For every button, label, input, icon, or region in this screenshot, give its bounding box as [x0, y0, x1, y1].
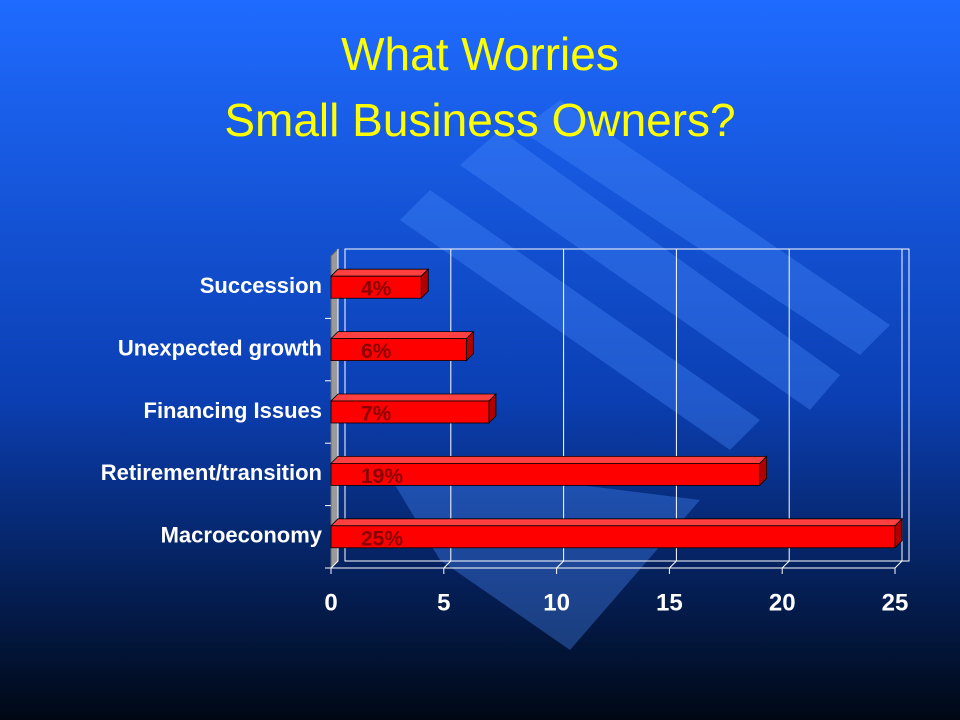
x-tick-label: 5 — [437, 589, 450, 616]
x-tick-label: 25 — [882, 589, 909, 616]
y-tick-label: Succession — [200, 273, 322, 298]
chart-title: Small Business Owners? — [224, 94, 735, 146]
x-tick-label: 15 — [656, 589, 683, 616]
grid-line — [781, 249, 790, 569]
value-label: 6% — [361, 340, 392, 363]
y-tick-label: Financing Issues — [144, 398, 323, 423]
bar — [330, 455, 768, 487]
value-label: 25% — [361, 527, 403, 550]
value-label: 4% — [361, 278, 392, 301]
bar — [330, 330, 475, 362]
y-tick-label: Unexpected growth — [118, 335, 322, 360]
bar — [330, 393, 497, 424]
grid-line — [556, 249, 565, 569]
x-tick-label: 10 — [543, 589, 570, 616]
y-tick-label: Macroeconomy — [161, 523, 323, 548]
chart-title: What Worries — [341, 28, 619, 80]
decoration — [380, 100, 890, 650]
value-label: 7% — [361, 403, 392, 426]
bar — [330, 517, 903, 549]
y-tick-label: Retirement/transition — [101, 460, 322, 485]
bar — [330, 268, 430, 300]
grid-line — [669, 249, 677, 569]
x-tick-label: 20 — [769, 589, 796, 616]
value-label: 19% — [361, 465, 403, 488]
x-tick-label: 0 — [324, 589, 337, 616]
grid-line — [894, 249, 903, 569]
